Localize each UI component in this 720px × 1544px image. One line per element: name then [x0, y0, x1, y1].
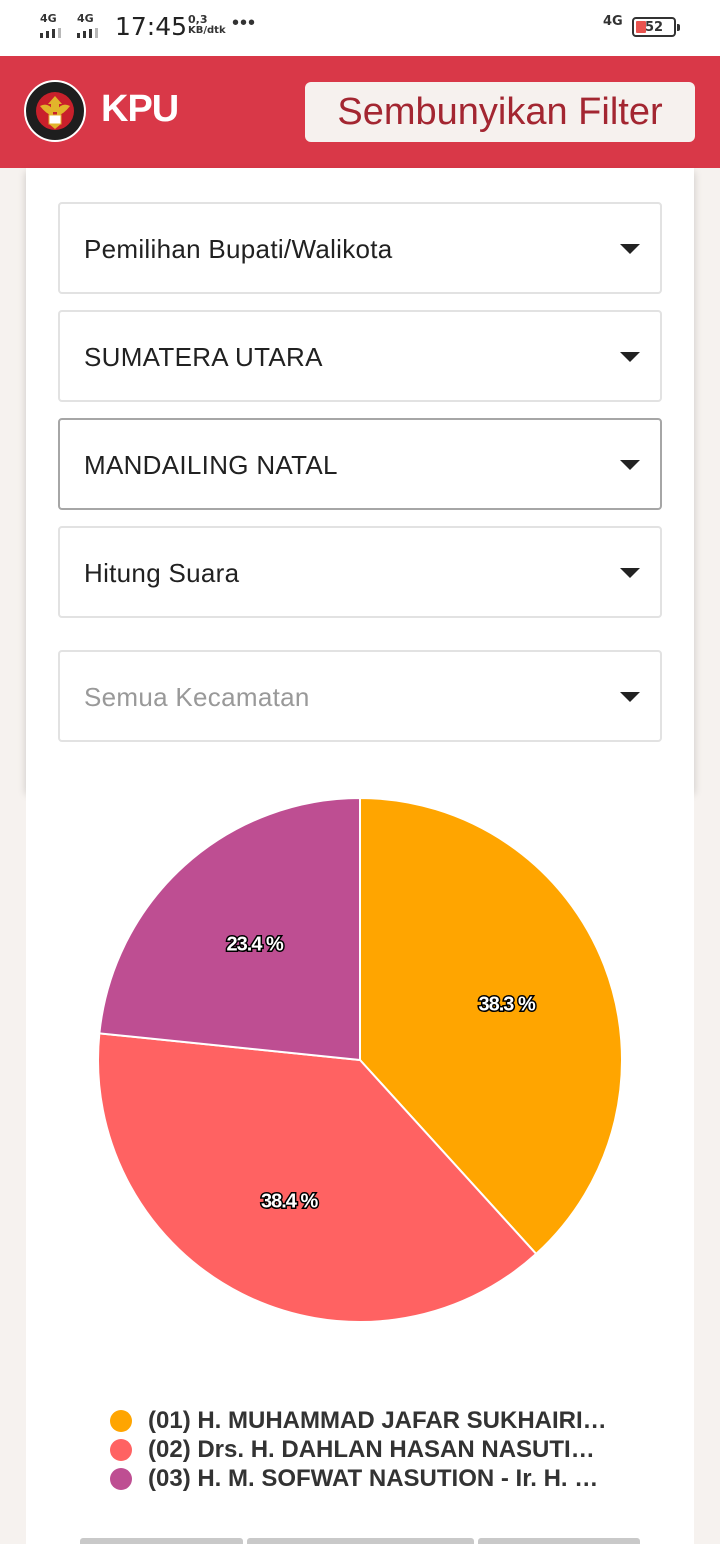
legend-swatch: [110, 1410, 132, 1432]
dropdown-arrow-icon: [620, 692, 640, 702]
province-value: SUMATERA UTARA: [84, 342, 323, 372]
app-bar: KPU Sembunyikan Filter: [0, 56, 720, 168]
legend-swatch: [110, 1468, 132, 1490]
sim2-network-label: 4G: [77, 12, 94, 25]
more-notifications-icon: •••: [232, 12, 257, 34]
legend-label: (03) H. M. SOFWAT NASUTION - Ir. H. ZUB.…: [148, 1465, 612, 1492]
scroll-indicator: [80, 1538, 243, 1544]
clock: 17:45: [115, 12, 188, 41]
scroll-indicator: [247, 1538, 474, 1544]
mobile-data-icon: 4G: [603, 14, 623, 29]
regency-select[interactable]: MANDAILING NATAL: [58, 418, 662, 510]
filter-panel: Pemilihan Bupati/Walikota SUMATERA UTARA…: [26, 168, 694, 790]
sim1-signal-icon: [40, 28, 61, 38]
data-type-value: Hitung Suara: [84, 558, 240, 588]
election-type-select[interactable]: Pemilihan Bupati/Walikota: [58, 202, 662, 294]
legend-label: (01) H. MUHAMMAD JAFAR SUKHAIRI NS...: [148, 1407, 612, 1434]
hide-filter-button[interactable]: Sembunyikan Filter: [305, 82, 695, 142]
pie-slice-label-1: 38.3 %: [478, 993, 535, 1015]
pie-slice-3[interactable]: [98, 796, 361, 1062]
legend-swatch: [110, 1439, 132, 1461]
dropdown-arrow-icon: [620, 460, 640, 470]
data-type-select[interactable]: Hitung Suara: [58, 526, 662, 618]
pie-slice-label-3: 23.4 %: [227, 933, 284, 955]
legend-label: (02) Drs. H. DAHLAN HASAN NASUTION - ...: [148, 1436, 612, 1463]
pie-slice-label-2: 38.4 %: [261, 1190, 318, 1212]
dropdown-arrow-icon: [620, 352, 640, 362]
scroll-indicator: [478, 1538, 640, 1544]
network-speed: 0,3 KB/dtk: [188, 14, 226, 36]
dropdown-arrow-icon: [620, 244, 640, 254]
battery-level: 52: [644, 20, 664, 35]
sim1-network-label: 4G: [40, 12, 57, 25]
district-placeholder: Semua Kecamatan: [84, 682, 310, 712]
battery-icon: 52: [632, 17, 680, 37]
regency-value: MANDAILING NATAL: [84, 450, 338, 480]
pie-chart: 38.3 % 38.4 % 23.4 %: [97, 796, 623, 1323]
pie-slice-1[interactable]: [359, 796, 623, 1256]
chart-panel: 38.3 % 38.4 % 23.4 % (01) H. MUHAMMAD JAFA…: [26, 790, 694, 1544]
district-select[interactable]: Semua Kecamatan: [58, 650, 662, 742]
dropdown-arrow-icon: [620, 568, 640, 578]
sim2-signal-icon: [77, 28, 98, 38]
pie-slice-2[interactable]: [97, 1032, 538, 1323]
kpu-logo-icon: [24, 80, 86, 142]
status-bar: 4G 4G 17:45 0,3 KB/dtk ••• 4G 52: [0, 0, 720, 56]
brand-title: KPU: [101, 88, 179, 130]
network-speed-unit: KB/dtk: [188, 25, 226, 36]
election-type-value: Pemilihan Bupati/Walikota: [84, 234, 393, 264]
province-select[interactable]: SUMATERA UTARA: [58, 310, 662, 402]
network-speed-value: 0,3: [188, 13, 208, 26]
